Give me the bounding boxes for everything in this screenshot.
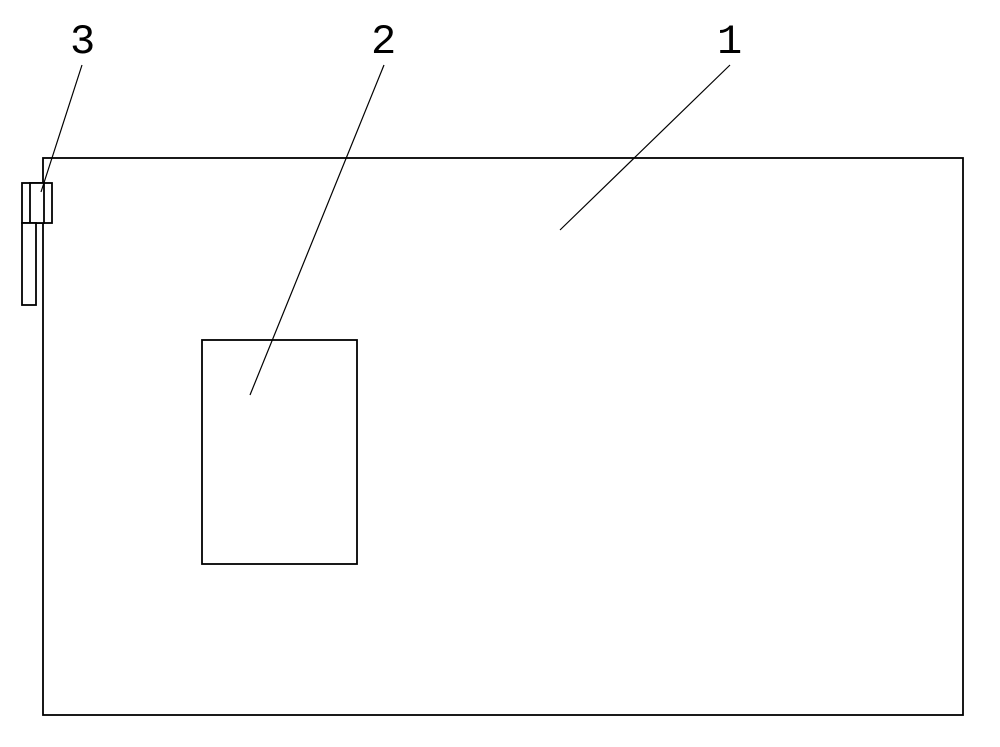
diagram-svg: [0, 0, 1000, 747]
label-3: 3: [70, 18, 95, 66]
inner-rect: [202, 340, 357, 564]
label-1: 1: [717, 18, 742, 66]
handle-bar: [22, 223, 36, 305]
diagram-canvas: 1 2 3: [0, 0, 1000, 747]
outer-rect: [43, 158, 963, 715]
label-2: 2: [371, 18, 396, 66]
